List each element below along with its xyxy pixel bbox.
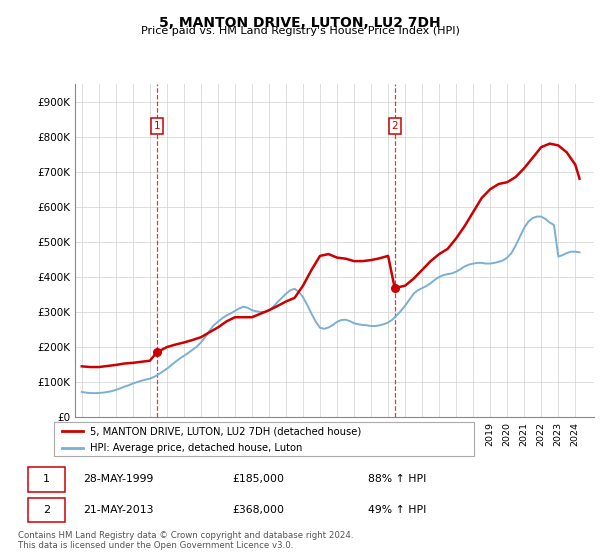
Text: £368,000: £368,000 [232, 505, 284, 515]
Text: 5, MANTON DRIVE, LUTON, LU2 7DH: 5, MANTON DRIVE, LUTON, LU2 7DH [159, 16, 441, 30]
Text: Price paid vs. HM Land Registry's House Price Index (HPI): Price paid vs. HM Land Registry's House … [140, 26, 460, 36]
Bar [28, 467, 65, 492]
Text: 1: 1 [154, 121, 160, 131]
Text: 5, MANTON DRIVE, LUTON, LU2 7DH (detached house): 5, MANTON DRIVE, LUTON, LU2 7DH (detache… [90, 426, 361, 436]
Text: 2: 2 [391, 121, 398, 131]
Text: 21-MAY-2013: 21-MAY-2013 [83, 505, 154, 515]
Text: 88% ↑ HPI: 88% ↑ HPI [368, 474, 426, 484]
Text: 28-MAY-1999: 28-MAY-1999 [83, 474, 153, 484]
Text: HPI: Average price, detached house, Luton: HPI: Average price, detached house, Luto… [90, 443, 302, 452]
Text: Contains HM Land Registry data © Crown copyright and database right 2024.
This d: Contains HM Land Registry data © Crown c… [18, 531, 353, 550]
Text: 2: 2 [43, 505, 50, 515]
Bar [28, 498, 65, 522]
Text: £185,000: £185,000 [232, 474, 284, 484]
Text: 49% ↑ HPI: 49% ↑ HPI [368, 505, 426, 515]
Text: 1: 1 [43, 474, 50, 484]
